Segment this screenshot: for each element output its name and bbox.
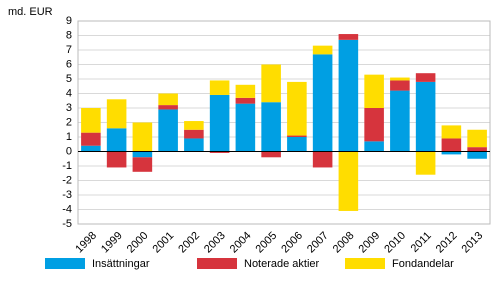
bar-segment xyxy=(441,125,462,139)
legend-label: Noterade aktier xyxy=(244,258,320,270)
x-tick-label: 2002 xyxy=(176,230,202,256)
x-tick-label: 2013 xyxy=(460,230,486,256)
y-tick-label: 9 xyxy=(66,15,72,27)
y-tick-label: -3 xyxy=(62,189,72,201)
bar-segment xyxy=(441,151,462,155)
bar-segment xyxy=(209,80,230,95)
bar-segment xyxy=(415,151,436,175)
x-tick-label: 2001 xyxy=(151,230,177,256)
bar-segment xyxy=(184,129,204,139)
bar-segment xyxy=(415,73,436,82)
bar-segment xyxy=(158,93,178,106)
bar-segment xyxy=(338,34,359,40)
bar-segment xyxy=(184,138,204,152)
bar-segment xyxy=(235,84,256,98)
bar-segment xyxy=(415,81,436,152)
bar-segment xyxy=(312,151,333,168)
bar-segment xyxy=(106,99,127,129)
y-tick-label: -4 xyxy=(62,203,72,215)
bar-segment xyxy=(81,145,101,152)
y-tick-label: 0 xyxy=(66,145,72,157)
y-tick-label: -1 xyxy=(62,160,72,172)
bar-segment xyxy=(209,151,230,153)
x-tick-label: 2010 xyxy=(382,230,408,256)
legend-swatch xyxy=(197,258,237,269)
y-axis-label: md. EUR xyxy=(8,6,53,18)
x-tick-label: 2000 xyxy=(125,230,151,256)
bar-segment xyxy=(364,141,384,152)
bar-segment xyxy=(287,81,307,136)
bar-segment xyxy=(338,151,359,211)
bar-segment xyxy=(106,151,127,168)
y-tick-label: 7 xyxy=(66,44,72,56)
bar-segment xyxy=(287,137,307,152)
x-tick-label: 2009 xyxy=(357,230,383,256)
x-tick-label: 1999 xyxy=(99,230,125,256)
bar-segment xyxy=(364,74,384,108)
y-tick-label: 1 xyxy=(66,131,72,143)
bar-segment xyxy=(441,138,462,152)
x-tick-label: 2007 xyxy=(305,230,331,256)
bar-segment xyxy=(209,94,230,152)
bar-segment xyxy=(235,103,256,152)
legend-swatch xyxy=(45,258,85,269)
y-tick-label: 4 xyxy=(66,87,72,99)
bar-segment xyxy=(467,151,487,159)
x-tick-label: 2004 xyxy=(228,230,254,256)
legend-label: Insättningar xyxy=(92,258,150,270)
y-tick-label: 8 xyxy=(66,29,72,41)
legend-swatch xyxy=(345,258,385,269)
bar-segment xyxy=(81,132,101,146)
bar-segment xyxy=(287,135,307,137)
legend-label: Fondandelar xyxy=(392,258,454,270)
y-tick-label: -5 xyxy=(62,218,72,230)
y-tick-label: 3 xyxy=(66,102,72,114)
bar-segment xyxy=(467,129,487,148)
bar-segment xyxy=(132,151,153,158)
x-tick-label: 2005 xyxy=(254,230,280,256)
y-tick-label: 5 xyxy=(66,73,72,85)
plot-frame xyxy=(77,20,491,225)
x-tick-label: 2008 xyxy=(331,230,357,256)
bar-segment xyxy=(81,108,101,133)
bar-segment xyxy=(261,102,281,152)
bar-segment xyxy=(364,108,384,142)
x-tick-label: 2012 xyxy=(434,230,460,256)
bar-segment xyxy=(158,109,178,152)
bar-segment xyxy=(132,122,153,152)
bar-segment xyxy=(132,157,153,172)
bar-segment xyxy=(261,151,281,158)
bar-segment xyxy=(158,105,178,110)
bar-segment xyxy=(184,121,204,130)
bar-segment xyxy=(312,45,333,55)
bar-segment xyxy=(261,64,281,103)
y-tick-label: 2 xyxy=(66,116,72,128)
x-tick-label: 2003 xyxy=(202,230,228,256)
bar-segment xyxy=(390,77,410,81)
y-tick-label: -2 xyxy=(62,174,72,186)
x-tick-label: 2006 xyxy=(279,230,305,256)
bar-segment xyxy=(312,54,333,152)
bar-segment xyxy=(235,97,256,104)
bar-segment xyxy=(467,147,487,152)
x-tick-label: 2011 xyxy=(409,230,434,255)
bar-segment xyxy=(390,90,410,152)
bar-segment xyxy=(390,80,410,91)
bar-segment xyxy=(338,39,359,152)
x-tick-label: 1998 xyxy=(73,230,99,256)
bar-segment xyxy=(106,128,127,152)
y-tick-label: 6 xyxy=(66,58,72,70)
